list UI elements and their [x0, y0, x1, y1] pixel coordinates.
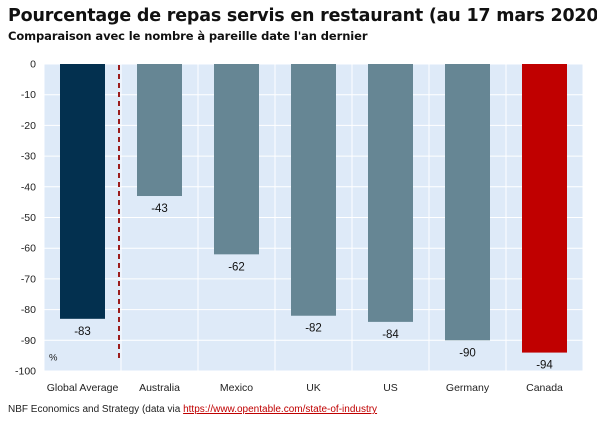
- data-label: -94: [536, 360, 553, 372]
- source-prefix: NBF Economics and Strategy (data via: [8, 404, 184, 415]
- x-tick-label: Canada: [526, 382, 563, 394]
- bar: [368, 64, 413, 322]
- x-tick-label: US: [383, 382, 398, 394]
- source-note: NBF Economics and Strategy (data via htt…: [8, 404, 377, 415]
- x-tick-label: UK: [306, 382, 321, 394]
- y-tick-label: -30: [21, 151, 36, 163]
- data-label: -43: [151, 203, 168, 215]
- y-tick-label: -90: [21, 335, 36, 347]
- y-tick-label: -50: [21, 212, 36, 224]
- x-tick-label: Germany: [446, 382, 490, 394]
- x-tick-label: Australia: [139, 382, 180, 394]
- bar: [60, 64, 105, 319]
- bar: [137, 64, 182, 197]
- chart-title: Pourcentage de repas servis en restauran…: [8, 6, 597, 26]
- data-label: -82: [305, 323, 322, 335]
- y-tick-label: -40: [21, 181, 36, 193]
- y-tick-label: -60: [21, 243, 36, 255]
- chart-subtitle: Comparaison avec le nombre à pareille da…: [8, 29, 368, 43]
- bar: [522, 64, 567, 353]
- y-tick-label: -20: [21, 120, 36, 132]
- y-tick-label: -70: [21, 273, 36, 285]
- y-tick-label: 0: [30, 59, 36, 71]
- y-axis-unit-label: %: [49, 352, 58, 363]
- x-tick-label: Global Average: [47, 382, 119, 394]
- y-tick-label: -100: [15, 366, 36, 378]
- data-label: -83: [74, 326, 91, 338]
- data-label: -62: [228, 261, 245, 273]
- y-tick-label: -80: [21, 304, 36, 316]
- bar: [291, 64, 336, 316]
- x-tick-label: Mexico: [220, 382, 253, 394]
- data-label: -84: [382, 329, 399, 341]
- data-label: -90: [459, 347, 476, 359]
- y-tick-label: -10: [21, 89, 36, 101]
- bar: [214, 64, 259, 255]
- bar: [445, 64, 490, 341]
- source-link[interactable]: https://www.opentable.com/state-of-indus…: [183, 404, 378, 415]
